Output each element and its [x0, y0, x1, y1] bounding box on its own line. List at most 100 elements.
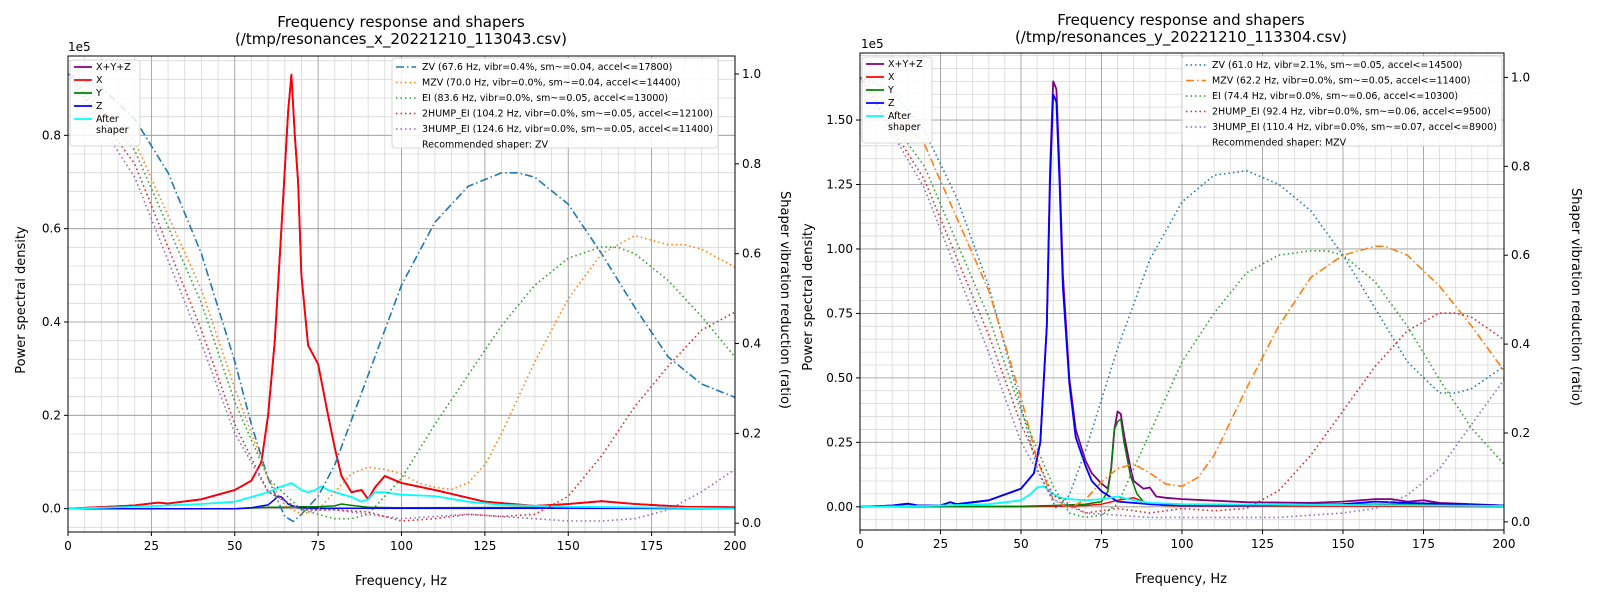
legend-entry: After	[96, 114, 119, 125]
y-axis-label: Power spectral density	[801, 223, 816, 371]
legend-entry: Y	[887, 85, 894, 96]
y2-axis-label: Shaper vibration reduction (ratio)	[1568, 188, 1583, 406]
series-line-mzv	[859, 76, 1505, 510]
y-tick-label: 0.8	[42, 128, 61, 142]
series-line-z	[859, 93, 1505, 508]
legend-entry: 2HUMP_EI (92.4 Hz, vibr=0.0%, sm~=0.06, …	[1212, 107, 1491, 118]
y-tick-label: 1.00	[826, 242, 853, 256]
y-axis-label: Power spectral density	[14, 226, 29, 374]
series-line-z	[68, 495, 736, 510]
x-tick-label: 50	[227, 539, 242, 553]
y-multiplier: 1e5	[68, 40, 91, 54]
legend-entry: Z	[888, 98, 895, 109]
recommended-shaper: Recommended shaper: ZV	[422, 140, 548, 151]
legend-entry: ZV (67.6 Hz, vibr=0.4%, sm~=0.04, accel<…	[422, 62, 672, 73]
chart-y-axis-resonances: Frequency response and shapers (/tmp/res…	[801, 11, 1583, 587]
x-tick-label: 150	[1332, 537, 1355, 551]
y-tick-label: 0.6	[42, 222, 61, 236]
chart-title: Frequency response and shapers	[277, 13, 525, 31]
legend-entry: MZV (62.2 Hz, vibr=0.0%, sm~=0.05, accel…	[1212, 76, 1471, 87]
y2-axis-label: Shaper vibration reduction (ratio)	[777, 191, 792, 409]
y2-tick-label: 1.0	[1511, 70, 1530, 84]
y2-tick-label: 0.6	[742, 247, 761, 261]
y2-tick-label: 0.0	[742, 516, 761, 530]
legend-shapers: ZV (67.6 Hz, vibr=0.4%, sm~=0.04, accel<…	[391, 57, 719, 151]
legend-entry: EI (74.4 Hz, vibr=0.0%, sm~=0.06, accel<…	[1212, 91, 1458, 102]
y2-tick-label: 0.8	[742, 157, 761, 171]
series-line-zv	[67, 73, 736, 523]
chart-subtitle: (/tmp/resonances_x_20221210_113043.csv)	[235, 30, 567, 49]
x-tick-label: 200	[724, 539, 747, 553]
x-tick-label: 50	[1013, 537, 1028, 551]
legend-entry: EI (83.6 Hz, vibr=0.0%, sm~=0.05, accel<…	[422, 93, 668, 104]
series-line-zv	[859, 76, 1505, 510]
legend-entry: 2HUMP_EI (104.2 Hz, vibr=0.0%, sm~=0.05,…	[422, 109, 713, 120]
x-tick-label: 25	[144, 539, 159, 553]
ticks: 0 25 50 75 100 125 150 175 200 0.00 0.25 0.50 0.75 1.…	[826, 70, 1530, 551]
legend-frame	[861, 56, 933, 144]
legend-entry: X	[888, 72, 895, 83]
x-tick-label: 75	[310, 539, 325, 553]
plot-lines	[859, 76, 1505, 519]
legend-entry: MZV (70.0 Hz, vibr=0.0%, sm~=0.04, accel…	[422, 78, 681, 89]
series-line-3humpei	[67, 73, 736, 522]
y-tick-label: 0.25	[826, 435, 853, 449]
x-axis-label: Frequency, Hz	[1135, 572, 1227, 587]
series-line-after	[859, 485, 1505, 508]
x-axis-label: Frequency, Hz	[355, 574, 447, 589]
series-line-2humpei	[859, 76, 1505, 514]
legend-shapers: ZV (61.0 Hz, vibr=2.1%, sm~=0.05, accel<…	[1181, 55, 1503, 149]
legend-frame	[1181, 55, 1503, 147]
x-tick-label: 0	[64, 539, 72, 553]
legend-frame	[391, 57, 719, 149]
x-tick-label: 125	[1251, 537, 1274, 551]
y2-tick-label: 0.6	[1511, 248, 1530, 262]
y2-tick-label: 0.4	[1511, 337, 1530, 351]
y-tick-label: 0.75	[826, 306, 853, 320]
recommended-shaper: Recommended shaper: MZV	[1212, 138, 1347, 149]
legend-entry: 3HUMP_EI (110.4 Hz, vibr=0.0%, sm~=0.07,…	[1212, 122, 1497, 133]
legend-entry: X+Y+Z	[96, 62, 131, 73]
series-line-mzv	[67, 73, 736, 516]
x-tick-label: 200	[1493, 537, 1516, 551]
chart-x-axis-resonances: Frequency response and shapers (/tmp/res…	[14, 13, 792, 589]
x-tick-label: 100	[1171, 537, 1194, 551]
legend-entry: Y	[95, 88, 102, 99]
x-tick-label: 75	[1094, 537, 1109, 551]
legend-entry: 3HUMP_EI (124.6 Hz, vibr=0.0%, sm~=0.05,…	[422, 124, 713, 135]
chart-title: Frequency response and shapers	[1057, 11, 1305, 29]
series-line-after	[67, 482, 736, 510]
x-tick-label: 175	[1412, 537, 1435, 551]
legend-entry: shaper	[96, 125, 129, 136]
plot-lines	[67, 73, 736, 523]
y2-tick-label: 0.0	[1511, 515, 1530, 529]
y2-tick-label: 0.2	[742, 426, 761, 440]
series-line-ei	[67, 73, 736, 520]
y2-tick-label: 0.4	[742, 337, 761, 351]
x-tick-label: 150	[557, 539, 580, 553]
chart-subtitle: (/tmp/resonances_y_20221210_113304.csv)	[1015, 28, 1347, 47]
y-tick-label: 0.4	[42, 315, 61, 329]
y2-tick-label: 1.0	[742, 67, 761, 81]
legend-entry: Z	[96, 101, 103, 112]
legend-entry: shaper	[888, 122, 921, 133]
y-tick-label: 0.00	[826, 500, 853, 514]
legend-frame	[69, 59, 141, 147]
legend-entry: X	[96, 75, 103, 86]
ticks: 0 25 50 75 100 125 150 175 200 0.0 0.2 0.4 0.6 0.8 0.0…	[42, 67, 761, 553]
legend-entry: After	[888, 111, 911, 122]
x-tick-label: 175	[640, 539, 663, 553]
x-tick-label: 100	[390, 539, 413, 553]
y-tick-label: 0.0	[42, 502, 61, 516]
y-tick-label: 1.50	[826, 113, 853, 127]
series-line-x	[67, 73, 736, 510]
y-multiplier: 1e5	[861, 37, 884, 51]
x-tick-label: 125	[473, 539, 496, 553]
y-tick-label: 0.2	[42, 408, 61, 422]
y2-tick-label: 0.8	[1511, 159, 1530, 173]
legend-entry: X+Y+Z	[888, 59, 923, 70]
y-tick-label: 1.25	[826, 177, 853, 191]
